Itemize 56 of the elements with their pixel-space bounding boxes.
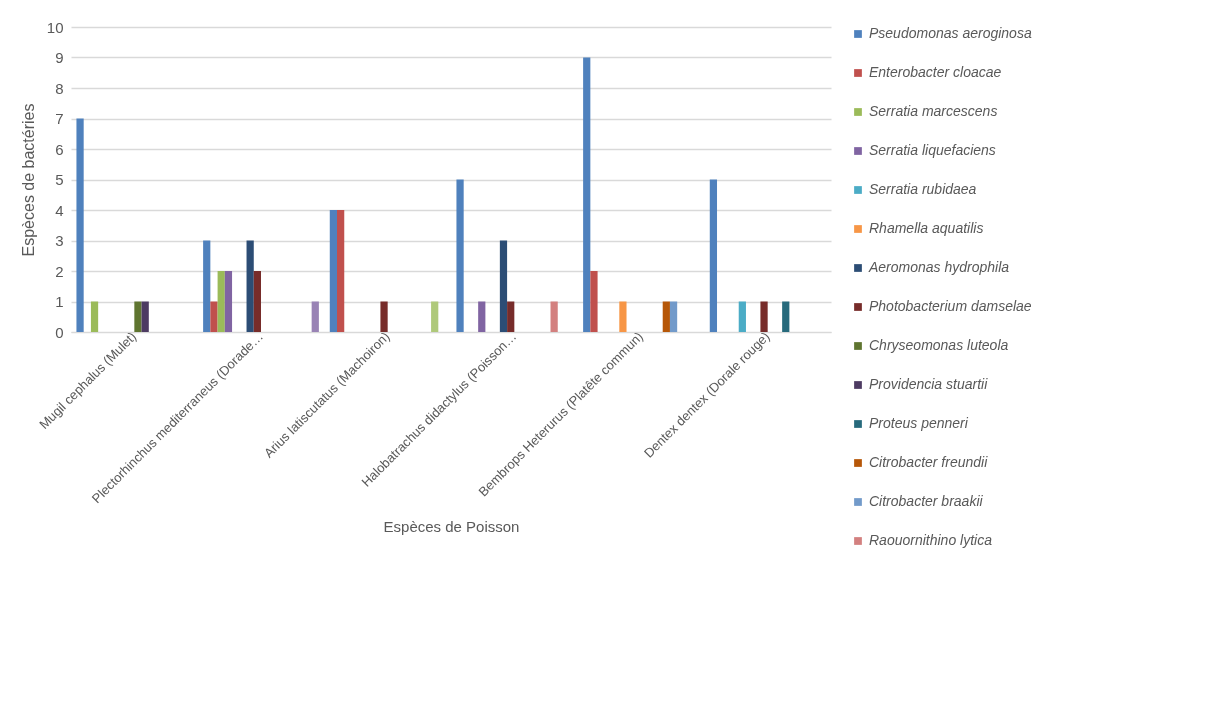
y-tick-label: 0	[55, 323, 64, 341]
bar	[203, 240, 211, 332]
legend-label: Enterobacter cloacae	[869, 64, 1002, 80]
bar	[738, 301, 746, 332]
bar	[619, 301, 627, 332]
bar	[709, 179, 718, 332]
bar	[224, 271, 233, 332]
bar	[782, 301, 790, 332]
y-tick-label: 4	[55, 201, 64, 219]
legend-label: Serratia marcescens	[869, 103, 998, 119]
bar	[590, 271, 598, 332]
bar	[499, 240, 508, 332]
y-tick-label: 2	[55, 262, 64, 280]
legend-label: Pseudomonas aeroginosa	[869, 25, 1032, 41]
bar	[456, 179, 464, 332]
legend-label: Chryseomonas luteola	[869, 337, 1009, 353]
bar	[669, 301, 678, 332]
legend-label: Citrobacter freundii	[869, 454, 989, 470]
y-axis-title: Espèces de bactéries	[19, 103, 37, 257]
bar	[662, 301, 670, 332]
bar	[507, 301, 515, 332]
y-tick-label: 8	[55, 79, 64, 97]
legend-label: Providencia stuartii	[869, 376, 989, 392]
bar	[134, 301, 142, 332]
legend-label: Rhamella aquatilis	[869, 220, 984, 236]
bar	[478, 301, 486, 332]
legend-label: Photobacterium damselae	[869, 298, 1032, 314]
x-axis-title: Espèces de Poisson	[383, 518, 520, 536]
legend-label: Serratia rubidaea	[869, 181, 977, 197]
bar	[76, 118, 84, 332]
legend-label: Serratia liquefaciens	[869, 142, 996, 158]
y-tick-label: 10	[46, 18, 64, 36]
bar	[246, 240, 254, 332]
bar	[337, 210, 345, 332]
bar	[329, 210, 338, 332]
bar	[431, 301, 439, 332]
legend-label: Citrobacter braakii	[869, 493, 984, 509]
legend-label: Raouornithino lytica	[869, 532, 993, 548]
bar	[90, 301, 99, 332]
bar	[760, 301, 768, 332]
bar	[210, 301, 218, 332]
y-tick-label: 9	[55, 49, 64, 66]
legend-label: Proteus penneri	[869, 415, 969, 431]
y-tick-label: 7	[55, 110, 64, 127]
y-tick-label: 1	[55, 293, 64, 310]
legend-label: Aeromonas hydrophila	[868, 259, 1010, 275]
bar	[583, 57, 591, 332]
y-tick-label: 6	[55, 140, 64, 158]
bar	[217, 271, 225, 332]
bar	[253, 271, 261, 332]
bar	[141, 301, 149, 332]
y-tick-label: 5	[55, 171, 64, 188]
bar	[311, 301, 319, 332]
y-tick-label: 3	[55, 232, 64, 249]
bar	[380, 301, 388, 332]
bar	[550, 301, 558, 332]
